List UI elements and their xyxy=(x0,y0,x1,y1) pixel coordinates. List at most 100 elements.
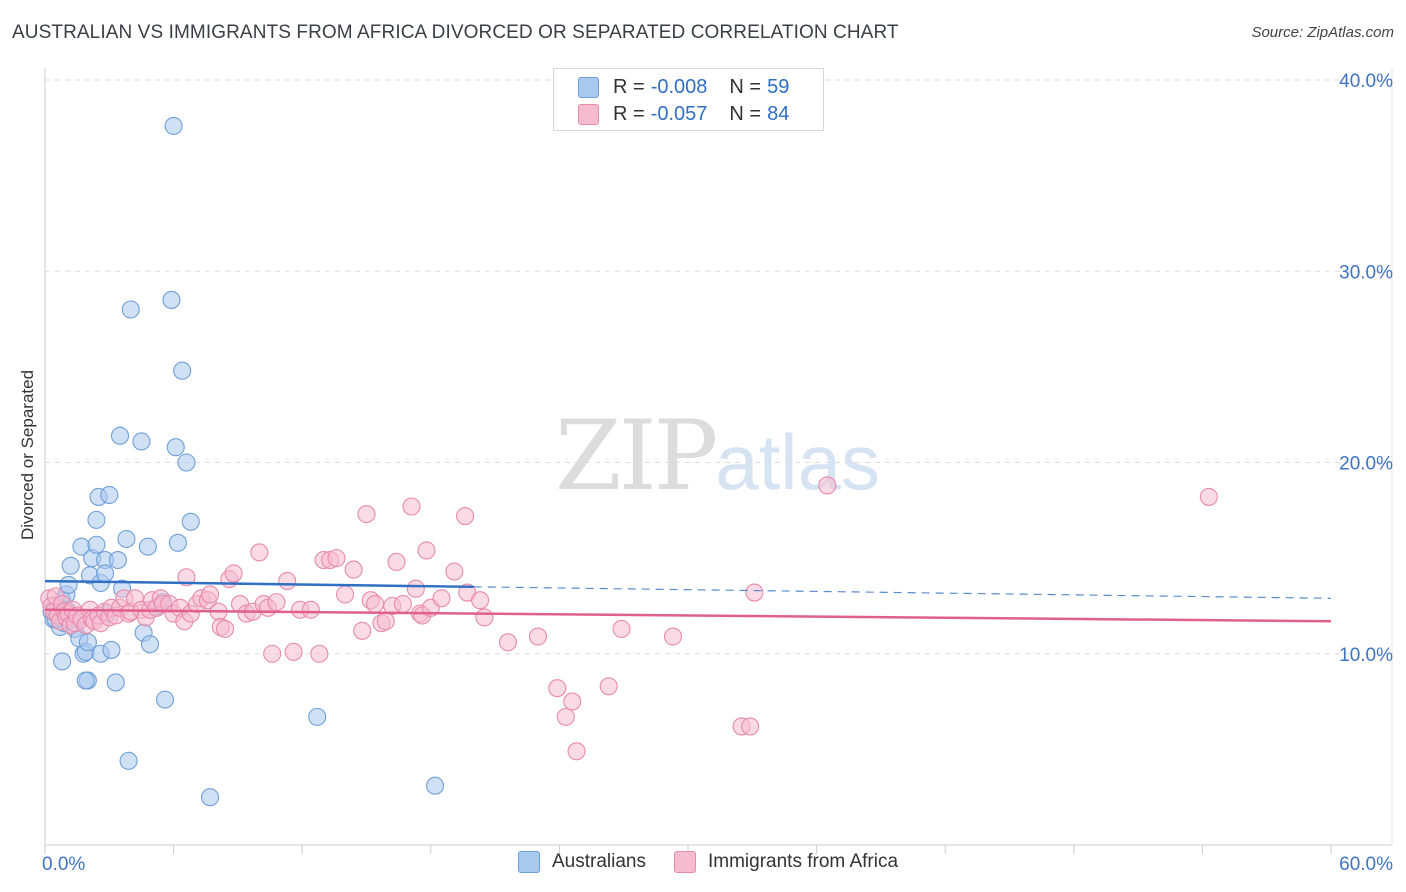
africa-point xyxy=(528,627,548,646)
africa-point xyxy=(327,549,346,568)
africa-point xyxy=(344,560,363,579)
legend-item-australians[interactable]: Australians xyxy=(518,851,646,873)
legend-label-africa: Immigrants from Africa xyxy=(708,851,899,872)
series-legend: Australians Immigrants from Africa xyxy=(518,851,926,873)
africa-point xyxy=(250,543,269,562)
africa-point xyxy=(200,585,220,604)
australians-point xyxy=(164,116,183,135)
africa-point xyxy=(663,627,683,646)
africa-point xyxy=(310,644,329,663)
africa-point xyxy=(818,476,837,495)
africa-point xyxy=(563,692,582,711)
legend-r-value: -0.008 xyxy=(650,75,708,98)
legend-n-value: 59 xyxy=(767,75,790,98)
legend-label-australians: Australians xyxy=(552,851,646,872)
africa-point xyxy=(475,608,494,627)
x-tick-label: 60.0% xyxy=(1339,854,1393,875)
australians-point xyxy=(138,537,157,556)
australians-point xyxy=(155,690,175,709)
australians-point xyxy=(177,453,196,472)
australians-point xyxy=(132,432,151,451)
africa-point xyxy=(599,677,618,696)
chart-title: AUSTRALIAN VS IMMIGRANTS FROM AFRICA DIV… xyxy=(12,22,899,43)
australians-point xyxy=(100,485,119,505)
correlation-legend: R = -0.008 N = 59 R = -0.057 N = 84 xyxy=(553,68,824,131)
y-tick-label: 10.0% xyxy=(1339,645,1393,666)
legend-swatch-blue xyxy=(578,76,599,98)
australians-point xyxy=(162,290,181,309)
legend-row-australians: R = -0.008 N = 59 xyxy=(578,74,789,100)
africa-point xyxy=(336,585,355,604)
legend-item-africa[interactable]: Immigrants from Africa xyxy=(674,851,898,873)
africa-point xyxy=(393,594,412,614)
australians-point xyxy=(61,556,80,575)
legend-swatch-blue xyxy=(518,851,540,873)
australians-point xyxy=(102,640,121,659)
africa-point xyxy=(387,552,406,572)
australians-point xyxy=(87,535,106,554)
africa-point xyxy=(353,621,372,640)
africa-point xyxy=(556,707,575,726)
y-tick-label: 20.0% xyxy=(1339,454,1393,475)
africa-point xyxy=(445,562,464,581)
legend-swatch-pink xyxy=(674,851,696,873)
australians-point xyxy=(181,512,200,531)
africa-point xyxy=(278,572,297,591)
australians-point xyxy=(121,300,140,319)
africa-point xyxy=(366,594,385,614)
africa-point xyxy=(741,717,760,736)
watermark: ZIPatlas xyxy=(555,400,880,512)
africa-point xyxy=(224,564,243,583)
legend-swatch-pink xyxy=(578,103,599,125)
africa-point xyxy=(215,619,235,638)
y-tick-label: 40.0% xyxy=(1339,71,1393,92)
legend-r-value: -0.057 xyxy=(650,102,708,125)
australians-point xyxy=(108,550,127,570)
africa-point xyxy=(406,579,425,598)
africa-point xyxy=(432,589,451,608)
legend-r-label: R = xyxy=(613,75,645,98)
australians-point xyxy=(53,652,72,671)
australians-point xyxy=(110,426,130,445)
y-tick-label: 30.0% xyxy=(1339,262,1393,283)
legend-n-label: N = xyxy=(729,102,762,125)
australians-point xyxy=(426,776,445,795)
australians-point xyxy=(140,635,160,654)
africa-point xyxy=(267,593,286,612)
australians-point xyxy=(106,673,125,692)
legend-n-label: N = xyxy=(729,75,762,98)
australians-point xyxy=(200,788,220,807)
australians-trend-line xyxy=(44,579,474,589)
australians-point xyxy=(173,361,192,380)
africa-point xyxy=(301,600,320,619)
africa-point xyxy=(284,642,303,661)
africa-point xyxy=(567,742,586,761)
africa-point xyxy=(498,633,518,652)
africa-point xyxy=(263,644,282,663)
source-label: Source: ZipAtlas.com xyxy=(1251,24,1394,41)
watermark-zip: ZIP xyxy=(555,400,718,512)
africa-point xyxy=(548,679,567,698)
africa-point xyxy=(612,619,631,638)
africa-point xyxy=(417,541,436,560)
australians-point xyxy=(95,564,115,583)
australians-point xyxy=(119,751,138,770)
australians-point xyxy=(166,438,185,457)
australians-point xyxy=(168,533,187,552)
australians-point xyxy=(308,707,327,726)
australians-point xyxy=(117,529,136,549)
africa-point xyxy=(471,591,490,610)
africa-point xyxy=(177,568,196,587)
africa-point xyxy=(1199,487,1218,506)
africa-point xyxy=(402,497,421,516)
x-tick-label: 0.0% xyxy=(42,854,85,875)
australians-trend-extension xyxy=(473,586,1332,599)
africa-point xyxy=(745,583,764,602)
africa-point xyxy=(456,506,475,526)
africa-point xyxy=(376,612,395,631)
legend-r-label: R = xyxy=(613,102,645,125)
legend-n-value: 84 xyxy=(767,102,790,125)
africa-trend-line xyxy=(44,608,1332,623)
africa-point xyxy=(357,505,376,524)
